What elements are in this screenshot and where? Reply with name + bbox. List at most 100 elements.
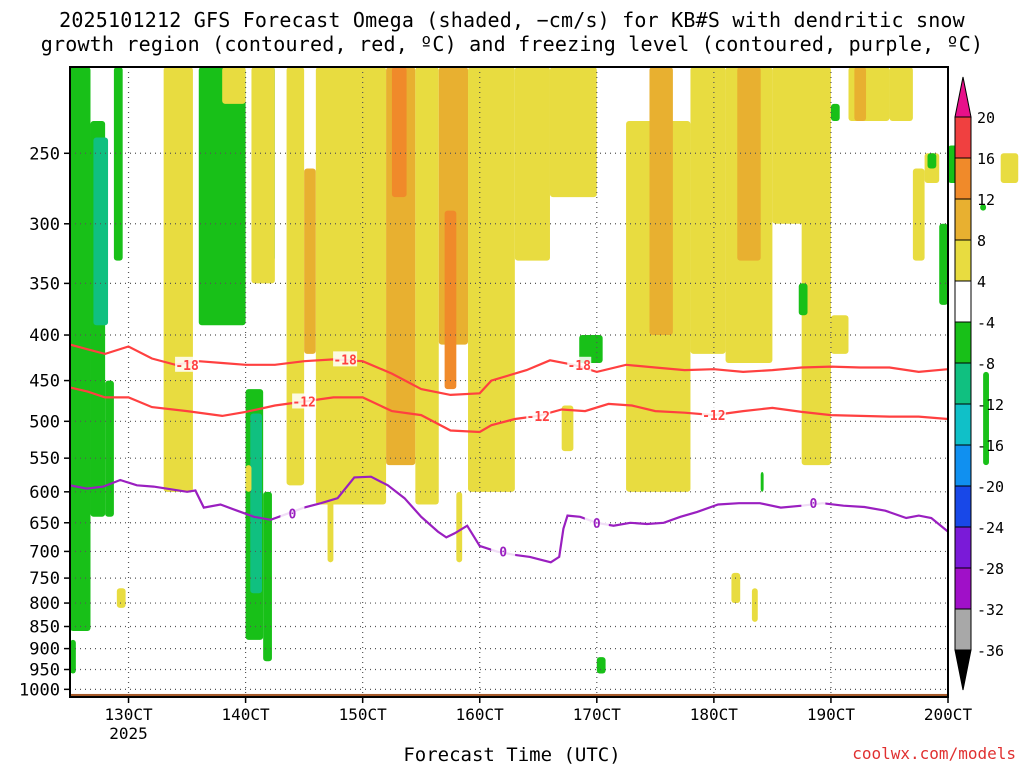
omega-region bbox=[980, 203, 987, 211]
omega-region bbox=[116, 588, 126, 608]
contour-label: -18 bbox=[175, 359, 199, 374]
omega-region bbox=[798, 283, 808, 316]
x-axis-label: Forecast Time (UTC) bbox=[403, 744, 621, 766]
omega-region bbox=[772, 67, 808, 224]
omega-region bbox=[751, 588, 758, 622]
colorbar-label: -16 bbox=[977, 437, 1004, 455]
y-tick-label: 850 bbox=[29, 617, 60, 637]
omega-region bbox=[245, 465, 252, 492]
colorbar-label: -4 bbox=[977, 314, 995, 332]
omega-region bbox=[801, 67, 831, 466]
colorbar-label: 20 bbox=[977, 109, 995, 127]
omega-region bbox=[549, 67, 597, 198]
y-tick-label: 900 bbox=[29, 640, 60, 660]
omega-region bbox=[468, 67, 515, 492]
omega-region bbox=[731, 572, 741, 604]
contour-label-bg bbox=[280, 505, 305, 521]
colorbar-swatch bbox=[954, 239, 972, 282]
omega-region bbox=[222, 67, 246, 104]
contour-label: -12 bbox=[702, 409, 725, 424]
colorbar-label: 12 bbox=[977, 191, 995, 209]
colorbar-swatch bbox=[954, 362, 972, 405]
y-tick-label: 1000 bbox=[19, 680, 60, 700]
contour-label-bg bbox=[701, 407, 726, 423]
omega-region bbox=[315, 67, 387, 505]
chart-title-line-1: 2025101212 GFS Forecast Omega (shaded, −… bbox=[59, 8, 965, 32]
y-tick-label: 950 bbox=[29, 661, 60, 681]
x-tick-label: 190CT bbox=[807, 705, 856, 724]
omega-shading bbox=[70, 67, 1019, 674]
omega-region bbox=[93, 137, 109, 326]
x-tick-label: 140CT bbox=[222, 705, 271, 724]
omega-region bbox=[760, 471, 764, 492]
terrain-fill bbox=[70, 693, 948, 697]
colorbar-label: 16 bbox=[977, 150, 995, 168]
x-tick-label: 200CT bbox=[924, 705, 973, 724]
contour-label-bg bbox=[491, 543, 516, 559]
colorbar-swatch bbox=[954, 157, 972, 200]
x-axis: 130CT 140CT 150CT 160CT 170CT 180CT 190CT 200CT… bbox=[104, 697, 972, 743]
omega-region bbox=[250, 413, 262, 594]
credit-link[interactable]: coolwx.com/models bbox=[852, 744, 1016, 763]
omega-region bbox=[737, 67, 761, 261]
colorbar-swatch bbox=[954, 526, 972, 569]
colorbar-label: -36 bbox=[977, 642, 1004, 660]
colorbar-label: 4 bbox=[977, 273, 986, 291]
omega-region bbox=[912, 168, 925, 261]
omega-region bbox=[649, 67, 673, 336]
omega-region bbox=[444, 210, 457, 390]
omega-region bbox=[391, 67, 407, 198]
contour-line bbox=[69, 475, 949, 564]
colorbar-swatch bbox=[954, 198, 972, 241]
y-tick-label: 250 bbox=[29, 144, 60, 164]
omega-time-height-chart: -18 -18 -18 -12 -12 -12 0 0 0 0 250 300 350 400 450 50… bbox=[19, 66, 1019, 743]
colorbar-label: 8 bbox=[977, 232, 986, 250]
contour-label-bg bbox=[801, 495, 826, 511]
x-tick-label: 160CT bbox=[456, 705, 505, 724]
colorbar-label: -32 bbox=[977, 601, 1004, 619]
contour-lines: -18 -18 -18 -12 -12 -12 0 0 0 0 bbox=[69, 343, 949, 564]
x-tick-label: 130CT bbox=[104, 705, 153, 724]
omega-region bbox=[690, 67, 726, 354]
contour-label: -12 bbox=[292, 395, 315, 410]
contour-label: 0 bbox=[593, 517, 601, 532]
y-tick-label: 750 bbox=[29, 569, 60, 589]
omega-region bbox=[830, 103, 840, 122]
colorbar-top-arrow bbox=[954, 76, 972, 118]
omega-region bbox=[415, 67, 439, 505]
contour-label: -18 bbox=[333, 353, 357, 368]
y-axis: 250 300 350 400 450 500 550 600 650 700 750 800 850 9… bbox=[19, 144, 70, 700]
colorbar-swatch bbox=[954, 444, 972, 487]
colorbar-swatch bbox=[954, 321, 972, 364]
contour-label-bg bbox=[567, 356, 592, 372]
omega-region bbox=[983, 371, 989, 466]
x-year-label: 2025 bbox=[109, 724, 148, 743]
y-tick-label: 450 bbox=[29, 372, 60, 392]
contour-line bbox=[69, 386, 949, 434]
contour-label: 0 bbox=[809, 497, 817, 512]
y-tick-label: 600 bbox=[29, 483, 60, 503]
contour-label: 0 bbox=[289, 508, 297, 523]
y-tick-label: 500 bbox=[29, 412, 60, 432]
contour-label-bg bbox=[292, 393, 317, 409]
colorbar-swatch bbox=[954, 567, 972, 610]
omega-region bbox=[854, 67, 867, 122]
colorbar-label: -28 bbox=[977, 560, 1004, 578]
omega-region bbox=[1000, 153, 1019, 184]
colorbar-label: -12 bbox=[977, 396, 1004, 414]
omega-region bbox=[927, 153, 937, 169]
colorbar-swatch bbox=[954, 485, 972, 528]
x-tick-label: 180CT bbox=[690, 705, 739, 724]
y-tick-label: 400 bbox=[29, 326, 60, 346]
omega-region bbox=[889, 67, 913, 122]
omega-region bbox=[70, 639, 76, 674]
y-tick-label: 650 bbox=[29, 514, 60, 534]
terrain-strip bbox=[70, 693, 948, 697]
omega-region bbox=[113, 67, 123, 261]
contour-label-bg bbox=[526, 407, 551, 423]
contour-label-bg bbox=[175, 356, 200, 372]
omega-region bbox=[304, 168, 316, 354]
omega-region bbox=[198, 67, 246, 326]
colorbar-swatch bbox=[954, 116, 972, 159]
colorbar-swatch bbox=[954, 608, 972, 651]
